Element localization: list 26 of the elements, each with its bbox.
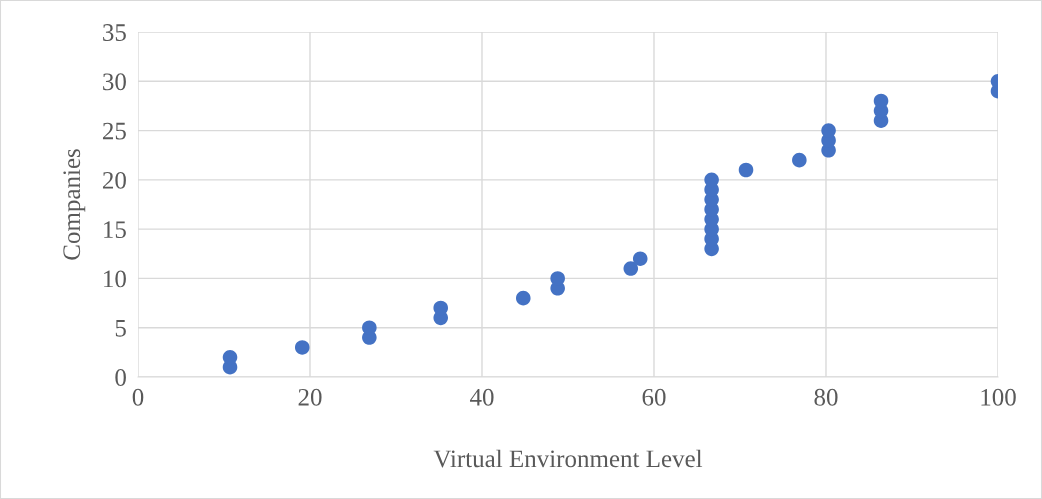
point (362, 320, 377, 335)
y-tick-label: 10 (104, 270, 126, 288)
point (516, 290, 531, 306)
y-tick-label: 20 (102, 171, 126, 189)
x-tick-label: 40 (469, 388, 494, 406)
point (623, 261, 639, 276)
y-tick-label: 0 (115, 369, 126, 386)
x-tick-label: 0 (132, 388, 144, 406)
point (222, 350, 238, 365)
point (792, 152, 807, 168)
y-tick-label: 5 (115, 320, 126, 337)
x-tick-label: 20 (298, 388, 322, 406)
x-axis-title: Virtual Environment Level (433, 449, 703, 468)
point (632, 251, 648, 266)
point (550, 271, 565, 286)
point (821, 123, 836, 138)
y-axis-title: Companies (63, 149, 86, 260)
y-tick-label: 30 (103, 73, 126, 91)
point (294, 340, 310, 355)
y-tick-label: 35 (103, 24, 126, 41)
point (738, 162, 754, 178)
y-tick-label: 15 (104, 221, 126, 239)
x-tick-label: 60 (642, 388, 666, 406)
x-tick-label: 80 (814, 388, 838, 406)
x-tick-label: 100 (981, 388, 1016, 406)
y-tick-label: 25 (102, 122, 126, 140)
